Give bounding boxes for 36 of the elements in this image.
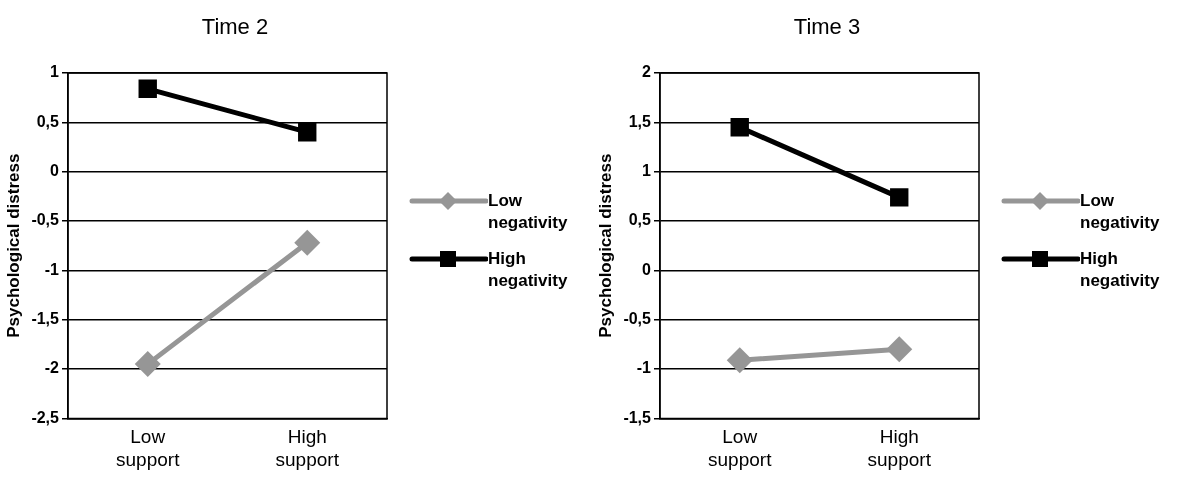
x-tick-label: High support: [867, 426, 932, 470]
y-tick-label: 2: [642, 63, 652, 81]
y-tick-label: -2,5: [31, 408, 60, 426]
y-tick-label: 1,5: [628, 112, 652, 130]
y-tick-label: -1,5: [623, 408, 652, 426]
y-tick-label: -1: [44, 260, 60, 278]
y-tick-label: 1: [50, 63, 60, 81]
chart-title: Time 3: [792, 14, 862, 40]
legend-label: High negativity: [1080, 248, 1161, 292]
y-tick-label: -0,5: [31, 211, 60, 229]
y-tick-label: 0: [642, 260, 652, 278]
y-tick-label: -2: [44, 359, 60, 377]
point: [726, 347, 753, 374]
y-tick-label: 0,5: [36, 112, 60, 130]
y-tick-label: -0,5: [623, 310, 652, 328]
y-tick-label: -1,5: [31, 310, 60, 328]
y-tick-label: -1: [636, 359, 652, 377]
x-tick-label: High support: [275, 426, 340, 470]
x-tick-label: Low support: [116, 426, 181, 470]
legend-label: Low negativity: [1080, 190, 1161, 234]
y-axis-title: Psychological distress: [3, 153, 23, 338]
y-tick-label: 0,5: [628, 211, 652, 229]
chart-title: Time 2: [200, 14, 270, 40]
legend-label: High negativity: [488, 248, 569, 292]
point: [134, 351, 161, 378]
x-tick-label: Low support: [708, 426, 773, 470]
y-axis-title: Psychological distress: [595, 153, 615, 338]
point: [294, 229, 321, 256]
point: [886, 336, 913, 363]
y-tick-label: 1: [642, 162, 652, 180]
y-tick-label: 0: [50, 162, 60, 180]
point: [890, 188, 909, 207]
point: [138, 79, 157, 98]
legend-label: Low negativity: [488, 190, 569, 234]
point: [730, 118, 749, 137]
point: [298, 123, 317, 142]
